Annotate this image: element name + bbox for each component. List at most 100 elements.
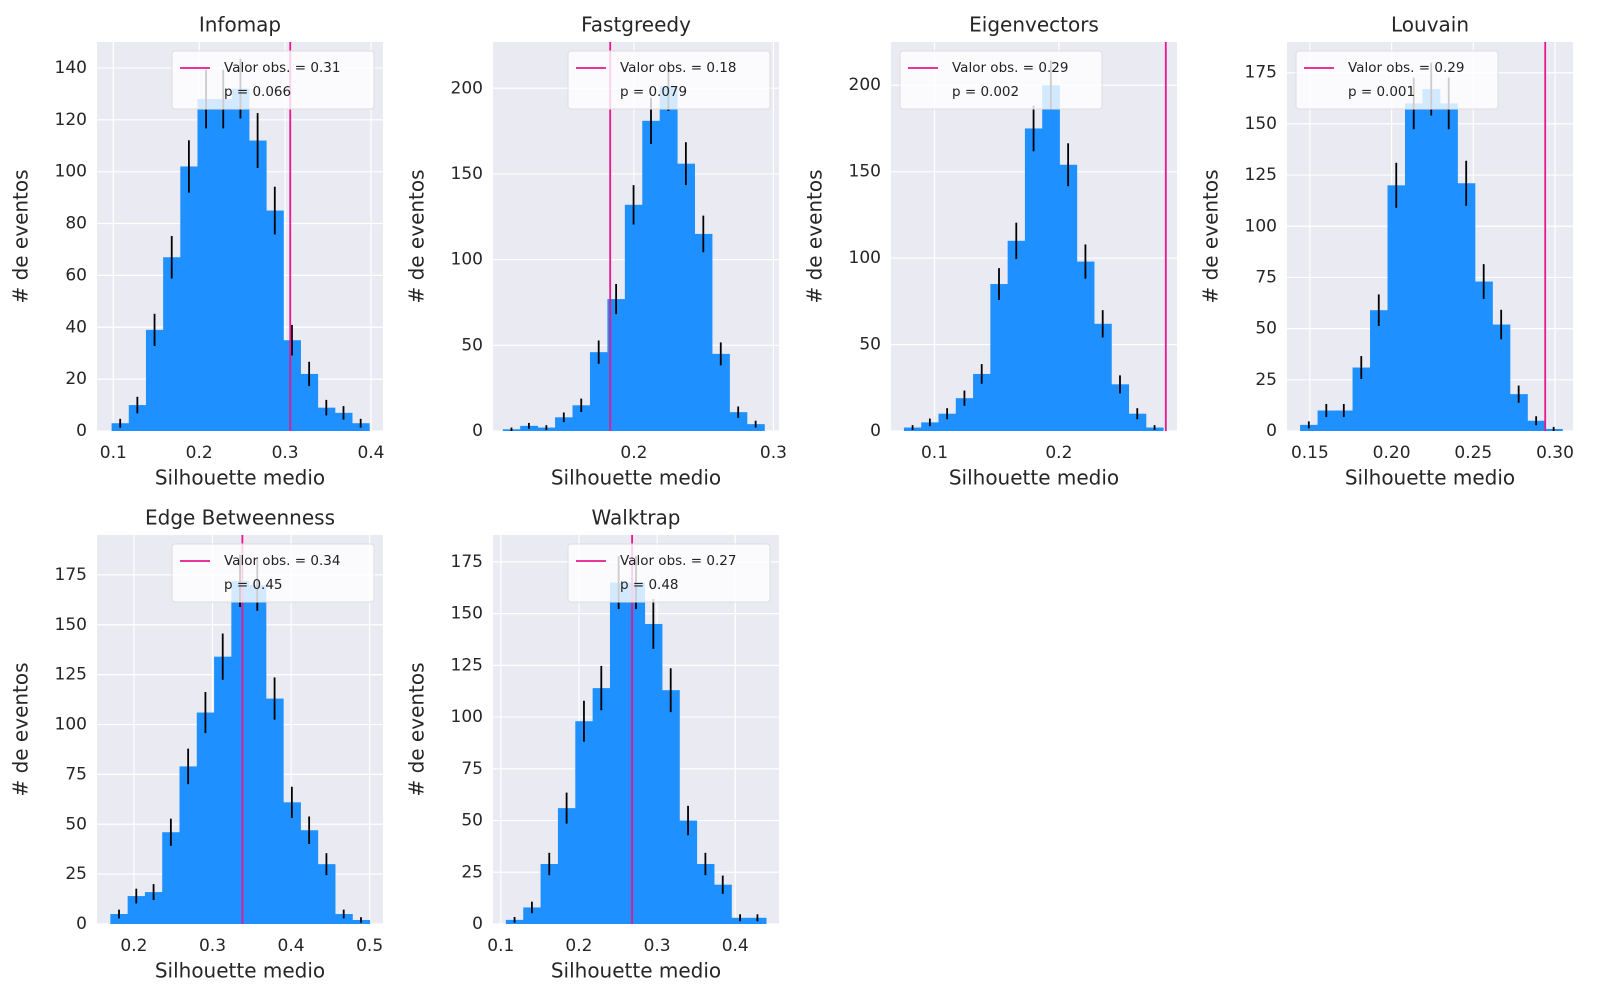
bar	[214, 99, 233, 431]
y-tick-label: 0	[76, 421, 87, 441]
bar	[677, 163, 695, 431]
y-tick-label: 40	[65, 317, 87, 337]
x-tick-label: 0.20	[1373, 443, 1411, 463]
y-tick-label: 0	[870, 421, 881, 441]
y-tick-label: 0	[472, 914, 483, 934]
bar	[557, 808, 576, 924]
bar	[607, 299, 626, 431]
legend-box	[171, 543, 375, 603]
bar	[265, 698, 284, 924]
x-axis-label: Silhouette medio	[551, 959, 721, 983]
bar	[624, 204, 643, 431]
legend-label: p = 0.066	[224, 84, 291, 100]
bar	[249, 140, 267, 431]
x-tick-label: 0.2	[120, 936, 147, 956]
x-tick-label: 0.25	[1454, 443, 1492, 463]
y-tick-label: 100	[55, 162, 87, 182]
bar	[523, 907, 541, 924]
bar	[644, 623, 663, 924]
y-tick-label: 25	[461, 862, 483, 882]
bar	[1317, 410, 1336, 431]
legend-label: Valor obs. = 0.34	[224, 553, 340, 569]
y-tick-label: 80	[65, 214, 87, 234]
x-axis-label: Silhouette medio	[1345, 466, 1515, 490]
bar	[679, 820, 698, 924]
x-tick-label: 0.4	[722, 936, 749, 956]
y-tick-label: 175	[1245, 63, 1277, 83]
x-tick-label: 0.15	[1291, 443, 1329, 463]
x-tick-label: 0.3	[760, 443, 787, 463]
x-tick-label: 0.3	[199, 936, 226, 956]
y-tick-label: 100	[1245, 216, 1277, 236]
bar	[1474, 281, 1493, 431]
y-tick-label: 100	[849, 248, 881, 268]
y-tick-label: 140	[55, 58, 87, 78]
y-tick-label: 150	[451, 604, 483, 624]
legend-label: p = 0.45	[224, 577, 283, 593]
bar	[248, 584, 267, 924]
bar	[1352, 367, 1371, 431]
bar	[973, 373, 991, 431]
bar	[729, 412, 748, 431]
legend-label: Valor obs. = 0.27	[620, 553, 736, 569]
bar	[1076, 261, 1095, 431]
legend-label: Valor obs. = 0.18	[620, 60, 736, 76]
y-tick-label: 50	[859, 335, 881, 355]
bar	[712, 353, 730, 431]
bar	[196, 712, 215, 924]
bar	[627, 582, 646, 924]
bar	[1370, 310, 1388, 431]
legend-box	[1295, 50, 1499, 110]
y-tick-label: 125	[451, 655, 483, 675]
y-axis-label: # de eventos	[1199, 169, 1223, 303]
bar	[714, 884, 732, 924]
y-tick-label: 150	[55, 615, 87, 635]
bar	[214, 656, 232, 924]
bar	[572, 405, 591, 431]
y-tick-label: 175	[55, 565, 87, 585]
x-axis-label: Silhouette medio	[155, 466, 325, 490]
x-tick-label: 0.4	[357, 443, 384, 463]
y-tick-label: 25	[1255, 370, 1277, 390]
bar	[540, 863, 559, 924]
x-tick-label: 0.1	[100, 443, 127, 463]
bar	[1509, 394, 1528, 431]
bar	[1457, 183, 1476, 431]
bar	[694, 233, 713, 431]
bar	[179, 766, 198, 924]
x-tick-label: 0.2	[1045, 443, 1072, 463]
chart-title: Edge Betweenness	[145, 506, 335, 530]
y-tick-label: 120	[55, 110, 87, 130]
x-tick-label: 0.3	[272, 443, 299, 463]
x-tick-label: 0.2	[565, 936, 592, 956]
y-axis-label: # de eventos	[803, 169, 827, 303]
y-axis-label: # de eventos	[405, 662, 429, 796]
bar	[575, 721, 594, 924]
bar	[642, 120, 661, 432]
x-tick-label: 0.1	[921, 443, 948, 463]
y-tick-label: 0	[472, 421, 483, 441]
bar	[266, 210, 284, 431]
legend-label: Valor obs. = 0.29	[952, 60, 1068, 76]
bar	[990, 284, 1009, 431]
y-tick-label: 50	[1255, 319, 1277, 339]
y-tick-label: 200	[451, 78, 483, 98]
legend-label: Valor obs. = 0.29	[1348, 60, 1464, 76]
bar	[1024, 128, 1043, 431]
bar	[231, 580, 250, 924]
bar	[128, 405, 147, 431]
bar	[335, 914, 353, 924]
bar	[659, 86, 678, 432]
chart-title: Infomap	[199, 13, 281, 37]
bar	[283, 340, 301, 431]
x-tick-label: 0.4	[278, 936, 305, 956]
bar	[592, 688, 611, 924]
legend-label: Valor obs. = 0.31	[224, 60, 340, 76]
bar	[334, 412, 353, 431]
y-tick-label: 0	[1266, 421, 1277, 441]
bar	[231, 88, 250, 432]
bar	[1387, 185, 1406, 431]
y-tick-label: 20	[65, 369, 87, 389]
bar	[1527, 420, 1546, 431]
legend-label: p = 0.001	[1348, 84, 1415, 100]
